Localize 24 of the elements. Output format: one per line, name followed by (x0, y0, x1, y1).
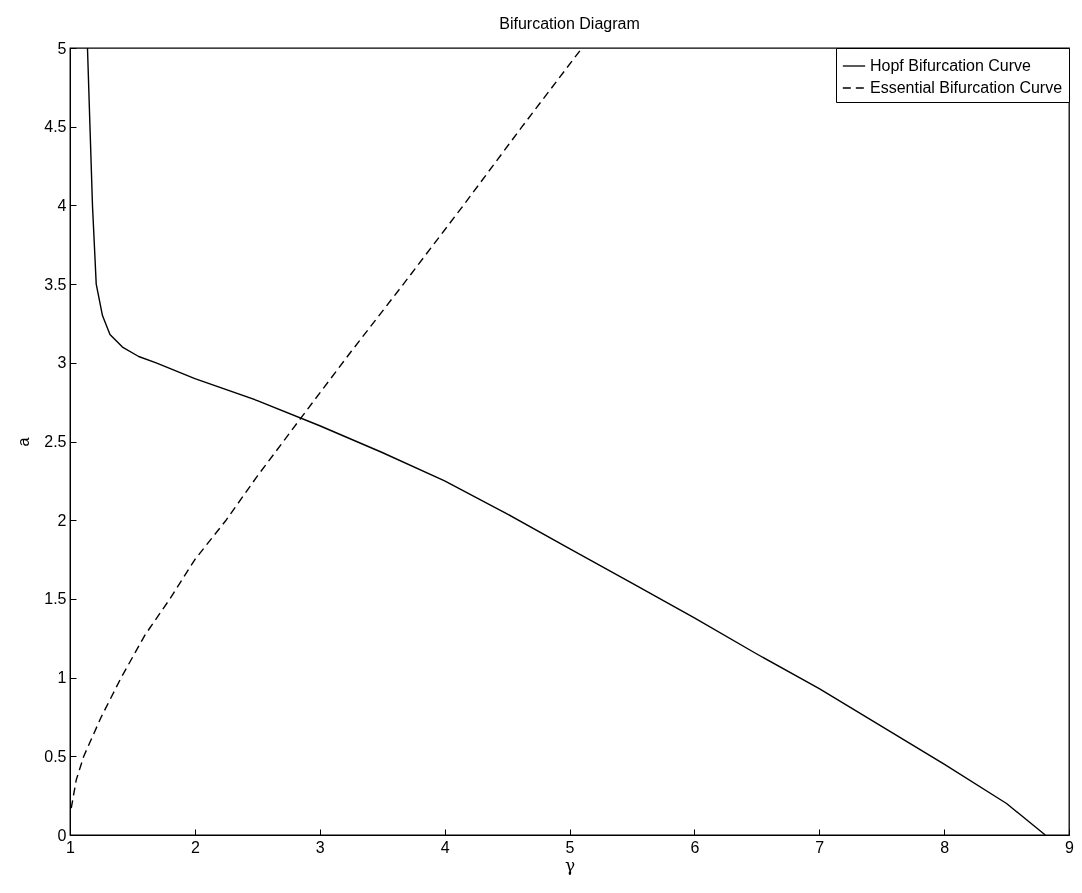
y-tick-label: 3 (57, 354, 67, 372)
y-tick-label: 2.5 (44, 433, 67, 450)
x-axis-title: γ (564, 854, 576, 875)
y-tick-label: 5 (57, 39, 67, 57)
y-axis-title: a (15, 437, 33, 447)
x-tick-label: 3 (315, 838, 325, 856)
y-tick-label: 0.5 (44, 747, 67, 765)
y-tick-label: 1.5 (44, 590, 67, 608)
x-tick-label: 7 (815, 838, 825, 856)
y-tick-label: 1 (57, 669, 67, 687)
x-tick-label: 5 (565, 838, 575, 856)
legend-label: Essential Bifurcation Curve (870, 79, 1063, 96)
x-tick-label: 8 (940, 838, 950, 856)
x-tick-label: 9 (1065, 838, 1075, 856)
y-tick-label: 3.5 (44, 275, 67, 293)
y-tick-label: 4 (57, 196, 67, 214)
x-tick-label: 6 (690, 838, 700, 856)
y-tick-label: 2 (57, 511, 67, 529)
x-tick-label: 2 (190, 838, 200, 856)
x-tick-label: 4 (440, 838, 450, 856)
legend-label: Hopf Bifurcation Curve (870, 57, 1032, 74)
y-tick-label: 0 (57, 826, 67, 844)
y-tick-label: 4.5 (44, 118, 67, 136)
chart-title: Bifurcation Diagram (499, 15, 640, 32)
